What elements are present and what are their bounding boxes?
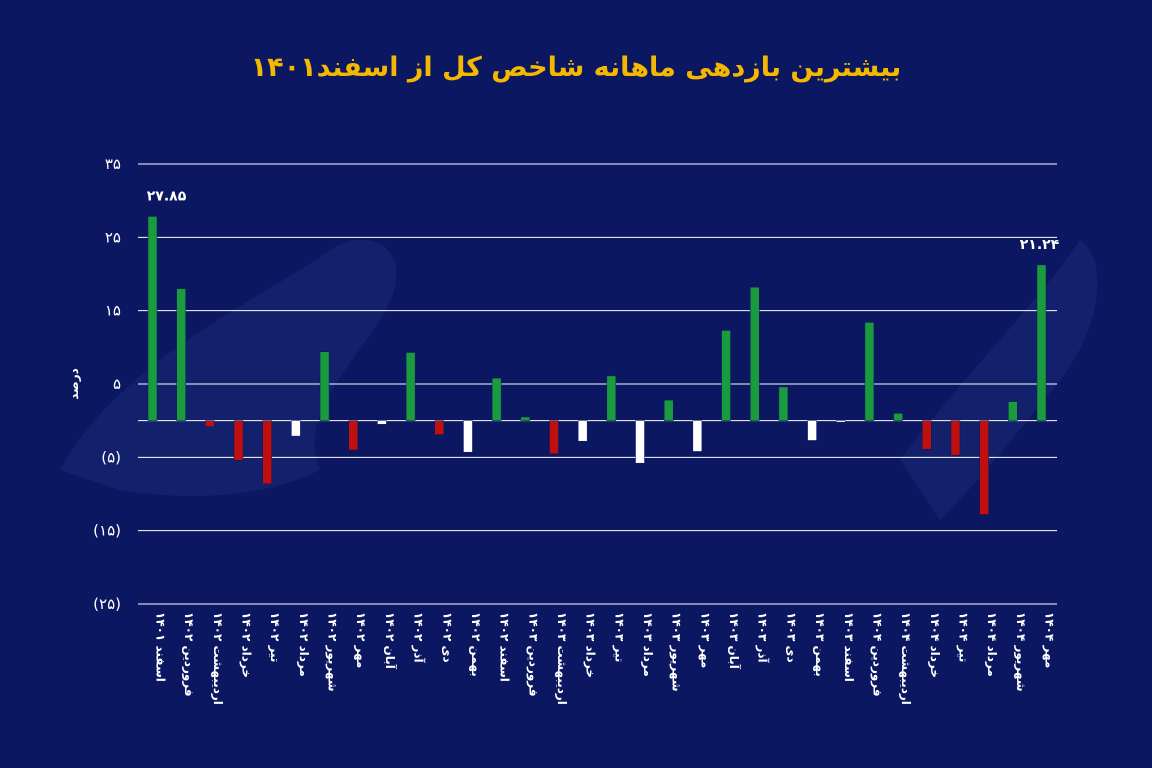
- watermark-logo: [60, 239, 1098, 520]
- x-tick-label: خرداد ۱۴۰۴: [928, 612, 942, 678]
- y-tick-label: ۵: [113, 375, 121, 393]
- bar-3: [205, 420, 215, 427]
- y-tick-label: ۳۵: [105, 155, 121, 173]
- x-tick-label: دی ۱۴۰۲: [440, 612, 454, 663]
- x-tick-label: مهر ۱۴۰۳: [698, 612, 712, 668]
- x-tick-label: تیر ۱۴۰۳: [612, 612, 626, 662]
- x-tick-label: اردیبهشت ۱۴۰۴: [899, 612, 913, 705]
- x-tick-label: خرداد ۱۴۰۲: [240, 612, 254, 678]
- y-axis-label: درصد: [67, 368, 81, 400]
- x-tick-label: تیر ۱۴۰۴: [956, 612, 970, 662]
- bar-18: [635, 420, 645, 464]
- bar-16: [577, 420, 588, 442]
- x-tick-label: اردیبهشت ۱۴۰۳: [555, 612, 569, 705]
- x-tick-label: فروردین ۱۴۰۴: [869, 612, 884, 697]
- x-tick-label: اسفند ۱۴۰۲: [498, 612, 512, 682]
- bar-4: [233, 420, 244, 461]
- y-tick-label: ۲۵: [105, 228, 121, 246]
- bar-7: [319, 351, 330, 421]
- x-tick-label: تیر ۱۴۰۲: [268, 612, 282, 662]
- x-tick-label: بهمن ۱۴۰۲: [469, 612, 483, 677]
- data-label: ۲۷.۸۵: [147, 188, 187, 204]
- bar-22: [749, 286, 760, 421]
- x-tick-label: اردیبهشت ۱۴۰۲: [211, 612, 225, 705]
- bar-28: [922, 420, 932, 450]
- x-tick-label: مرداد ۱۴۰۳: [641, 612, 655, 677]
- bar-20: [692, 420, 703, 452]
- x-tick-label: شهریور ۱۴۰۳: [669, 612, 684, 692]
- x-tick-label: دی ۱۴۰۳: [784, 612, 798, 663]
- x-tick-label: فروردین ۱۴۰۳: [525, 612, 540, 697]
- bar-2: [176, 288, 186, 421]
- bar-1: [147, 216, 158, 421]
- bar-23: [778, 386, 789, 421]
- bar-30: [979, 420, 989, 515]
- bar-6: [291, 420, 301, 437]
- x-tick-label: مرداد ۱۴۰۲: [297, 612, 311, 677]
- bar-10: [405, 352, 416, 421]
- bar-13: [491, 377, 502, 421]
- bar-12: [463, 420, 473, 453]
- bar-24: [807, 420, 817, 441]
- y-tick-label: ۱۵: [105, 302, 121, 320]
- y-tick-label: (۱۵): [93, 522, 121, 540]
- bar-5: [262, 420, 272, 484]
- data-label: ۲۱.۲۴: [1020, 237, 1060, 253]
- y-tick-label: (۵): [101, 448, 121, 466]
- x-tick-label: مهر ۱۴۰۲: [354, 612, 368, 668]
- x-tick-label: آبان ۱۴۰۲: [383, 612, 398, 670]
- x-tick-label: آبان ۱۴۰۳: [727, 612, 742, 670]
- x-tick-label: شهریور ۱۴۰۴: [1013, 612, 1028, 692]
- bar-21: [721, 330, 731, 421]
- x-tick-label: بهمن ۱۴۰۳: [813, 612, 827, 677]
- bar-15: [549, 420, 559, 454]
- x-tick-label: مرداد ۱۴۰۴: [985, 612, 999, 677]
- x-tick-label: فروردین ۱۴۰۲: [181, 612, 196, 697]
- bar-17: [606, 375, 617, 421]
- bar-32: [1036, 264, 1047, 421]
- bar-19: [663, 399, 674, 421]
- bar-14: [520, 416, 531, 421]
- x-tick-label: آذر ۱۴۰۳: [756, 612, 771, 664]
- bar-11: [434, 420, 445, 435]
- x-tick-label: مهر ۱۴۰۴: [1043, 612, 1057, 668]
- bar-8: [348, 420, 358, 451]
- bar-25: [836, 420, 846, 423]
- bar-26: [864, 322, 875, 421]
- bar-29: [950, 420, 961, 456]
- y-tick-label: (۲۵): [93, 595, 121, 613]
- x-tick-label: شهریور ۱۴۰۲: [325, 612, 340, 692]
- x-tick-label: اسفند ۱۴۰۱: [154, 612, 168, 682]
- x-tick-label: آذر ۱۴۰۲: [412, 612, 427, 664]
- bar-31: [1008, 401, 1018, 421]
- chart-title: بیشترین بازدهی ماهانه شاخص کل از اسفند۱۴…: [250, 52, 902, 83]
- bar-9: [377, 420, 387, 425]
- bar-27: [893, 413, 903, 421]
- x-tick-label: خرداد ۱۴۰۳: [584, 612, 598, 678]
- x-tick-label: اسفند ۱۴۰۳: [842, 612, 856, 682]
